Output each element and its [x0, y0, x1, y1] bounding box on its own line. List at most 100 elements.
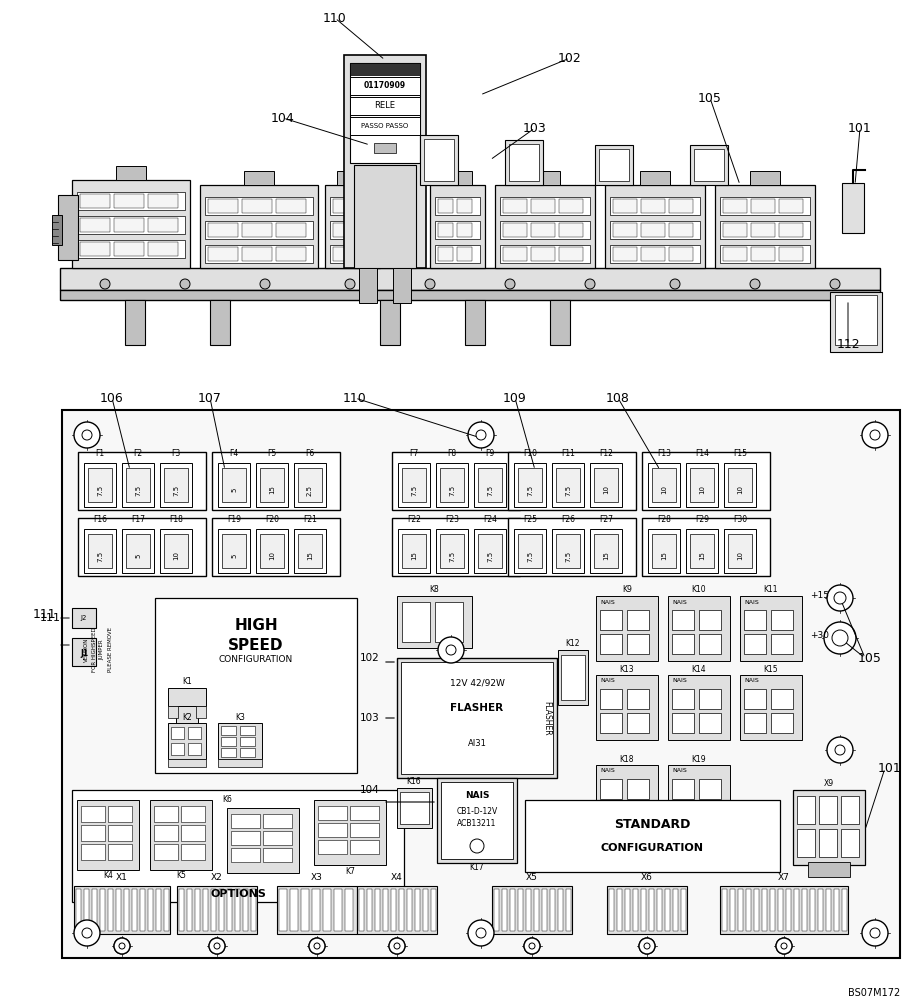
Bar	[263, 814, 292, 828]
Bar	[690, 468, 714, 502]
Bar	[641, 223, 665, 237]
Text: 5: 5	[135, 554, 141, 558]
Bar	[231, 848, 260, 862]
Text: X2: X2	[211, 874, 223, 882]
Bar	[657, 889, 662, 931]
Circle shape	[827, 585, 853, 611]
Bar	[681, 889, 686, 931]
Bar	[77, 216, 185, 234]
Circle shape	[862, 422, 888, 448]
Circle shape	[834, 592, 846, 604]
Text: 110: 110	[343, 391, 367, 404]
Bar	[76, 889, 81, 931]
Bar	[771, 689, 793, 709]
Bar	[397, 658, 557, 778]
Bar	[474, 529, 506, 573]
Bar	[218, 723, 262, 759]
Text: OPTIONS: OPTIONS	[210, 889, 266, 899]
Bar	[181, 844, 205, 860]
Text: 103: 103	[360, 713, 380, 723]
Bar	[81, 806, 105, 822]
Bar	[437, 778, 517, 863]
Circle shape	[468, 920, 494, 946]
Bar	[375, 889, 380, 931]
Text: CONFIGURATION: CONFIGURATION	[601, 843, 703, 853]
Bar	[600, 634, 622, 654]
Bar	[400, 792, 429, 824]
Bar	[600, 713, 622, 733]
Bar	[148, 242, 178, 256]
Text: 15: 15	[269, 486, 275, 494]
Bar	[80, 218, 110, 232]
Text: 7.5: 7.5	[97, 550, 103, 562]
Bar	[164, 889, 169, 931]
Text: K15: K15	[764, 664, 778, 674]
Bar	[771, 634, 793, 654]
Text: 10: 10	[737, 486, 743, 494]
Bar	[125, 300, 145, 345]
Bar	[652, 534, 676, 568]
Bar	[200, 185, 318, 268]
Bar	[842, 889, 847, 931]
Bar	[290, 889, 298, 931]
Bar	[668, 765, 730, 830]
Bar	[108, 806, 132, 822]
Bar	[779, 247, 803, 261]
Bar	[58, 195, 78, 260]
Bar	[227, 889, 232, 931]
Bar	[60, 268, 880, 290]
Bar	[438, 199, 453, 213]
Bar	[720, 245, 810, 263]
Bar	[88, 468, 112, 502]
Circle shape	[830, 279, 840, 289]
Text: F20: F20	[265, 516, 279, 524]
Bar	[558, 889, 563, 931]
Text: K1: K1	[182, 678, 192, 686]
Circle shape	[776, 938, 792, 954]
Circle shape	[524, 938, 540, 954]
Bar	[503, 247, 527, 261]
Bar	[330, 221, 375, 239]
Bar	[720, 221, 810, 239]
Bar	[435, 221, 480, 239]
Text: 7.5: 7.5	[527, 550, 533, 562]
Bar	[500, 221, 590, 239]
Bar	[260, 468, 284, 502]
Bar	[552, 529, 584, 573]
Bar	[72, 790, 404, 902]
Bar	[221, 726, 236, 735]
Bar	[492, 886, 572, 934]
Bar	[810, 889, 815, 931]
Bar	[609, 889, 614, 931]
Text: F17: F17	[131, 516, 145, 524]
Bar	[834, 889, 839, 931]
Bar	[672, 779, 694, 799]
Bar	[352, 199, 367, 213]
Text: 15: 15	[661, 552, 667, 560]
Bar	[181, 806, 205, 822]
Circle shape	[82, 928, 92, 938]
Circle shape	[824, 622, 856, 654]
Circle shape	[389, 938, 405, 954]
Bar	[398, 529, 430, 573]
Bar	[60, 290, 880, 300]
Circle shape	[827, 737, 853, 763]
Bar	[841, 829, 859, 857]
Bar	[74, 886, 170, 934]
Bar	[641, 247, 665, 261]
Bar	[168, 723, 206, 759]
Bar	[393, 268, 411, 303]
Bar	[778, 889, 783, 931]
Bar	[212, 518, 340, 576]
Bar	[819, 796, 837, 824]
Bar	[420, 135, 458, 185]
Text: 5: 5	[231, 488, 237, 492]
Bar	[212, 452, 340, 510]
Text: F8: F8	[447, 450, 456, 458]
Bar	[203, 889, 208, 931]
Bar	[750, 171, 780, 185]
Bar	[438, 223, 453, 237]
Bar	[150, 800, 212, 870]
Bar	[108, 889, 113, 931]
Text: 101: 101	[848, 121, 872, 134]
